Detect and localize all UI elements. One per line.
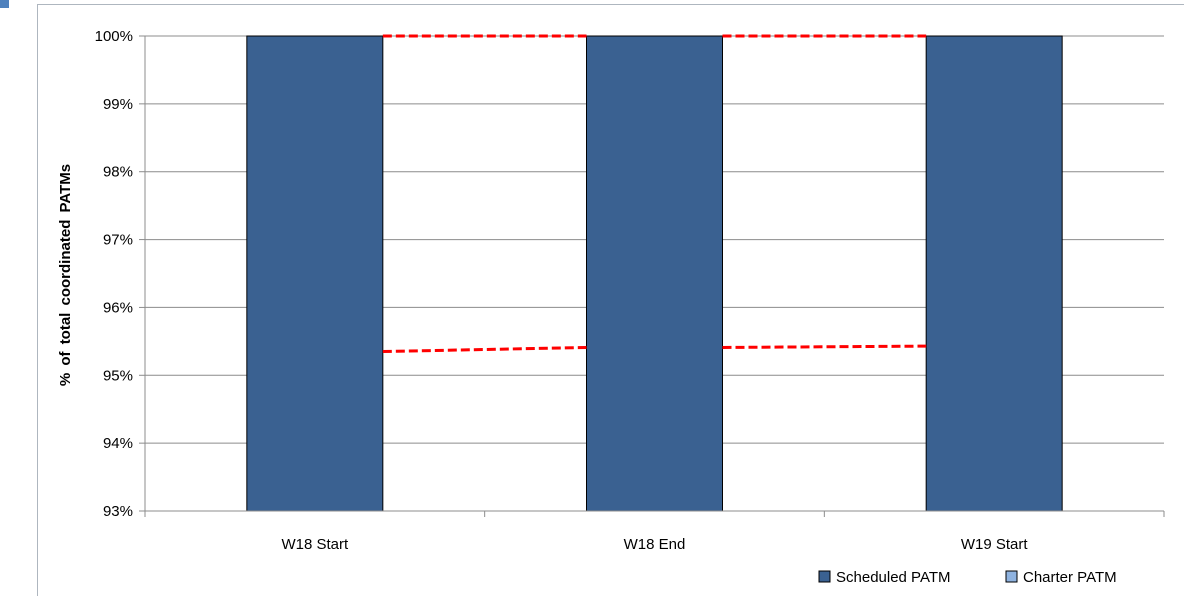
bar-segment-scheduled bbox=[246, 35, 384, 512]
y-tick-label: 98% bbox=[103, 164, 133, 181]
y-tick-label: 96% bbox=[103, 299, 133, 316]
title-edge-mark bbox=[0, 0, 9, 8]
tick-labels: 93% 94% 95% 96% 97% 98% 99% 100% W18 Start W18 En… bbox=[95, 28, 1029, 553]
y-tick-label: 95% bbox=[103, 367, 133, 384]
axes bbox=[139, 35, 1165, 517]
y-axis-title: % of total coordinated PATMs bbox=[57, 164, 74, 386]
x-tick-label: W18 Start bbox=[281, 536, 349, 553]
trend-lines bbox=[382, 34, 927, 354]
y-tick-label: 93% bbox=[103, 503, 133, 520]
trend-line-scheduled bbox=[722, 344, 927, 349]
x-tick-label: W18 End bbox=[624, 536, 686, 553]
bars bbox=[246, 35, 1063, 512]
y-tick-label: 94% bbox=[103, 435, 133, 452]
y-tick-label: 100% bbox=[95, 28, 133, 45]
chart-frame bbox=[37, 4, 1184, 596]
y-tick-label: 97% bbox=[103, 232, 133, 249]
legend: Scheduled PATM Charter PATM bbox=[818, 569, 1117, 586]
legend-label-charter: Charter PATM bbox=[1023, 569, 1117, 586]
bar-segment-scheduled bbox=[586, 35, 723, 512]
y-tick-label: 99% bbox=[103, 96, 133, 113]
legend-swatch-charter bbox=[1005, 570, 1018, 583]
trend-line-scheduled bbox=[382, 345, 587, 354]
legend-swatch-scheduled bbox=[818, 570, 831, 583]
bar-segment-scheduled bbox=[925, 35, 1063, 512]
legend-label-scheduled: Scheduled PATM bbox=[836, 569, 951, 586]
x-tick-label: W19 Start bbox=[961, 536, 1029, 553]
